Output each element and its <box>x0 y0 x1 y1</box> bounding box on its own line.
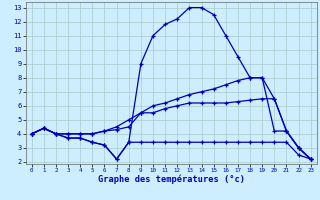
X-axis label: Graphe des températures (°c): Graphe des températures (°c) <box>98 175 245 184</box>
